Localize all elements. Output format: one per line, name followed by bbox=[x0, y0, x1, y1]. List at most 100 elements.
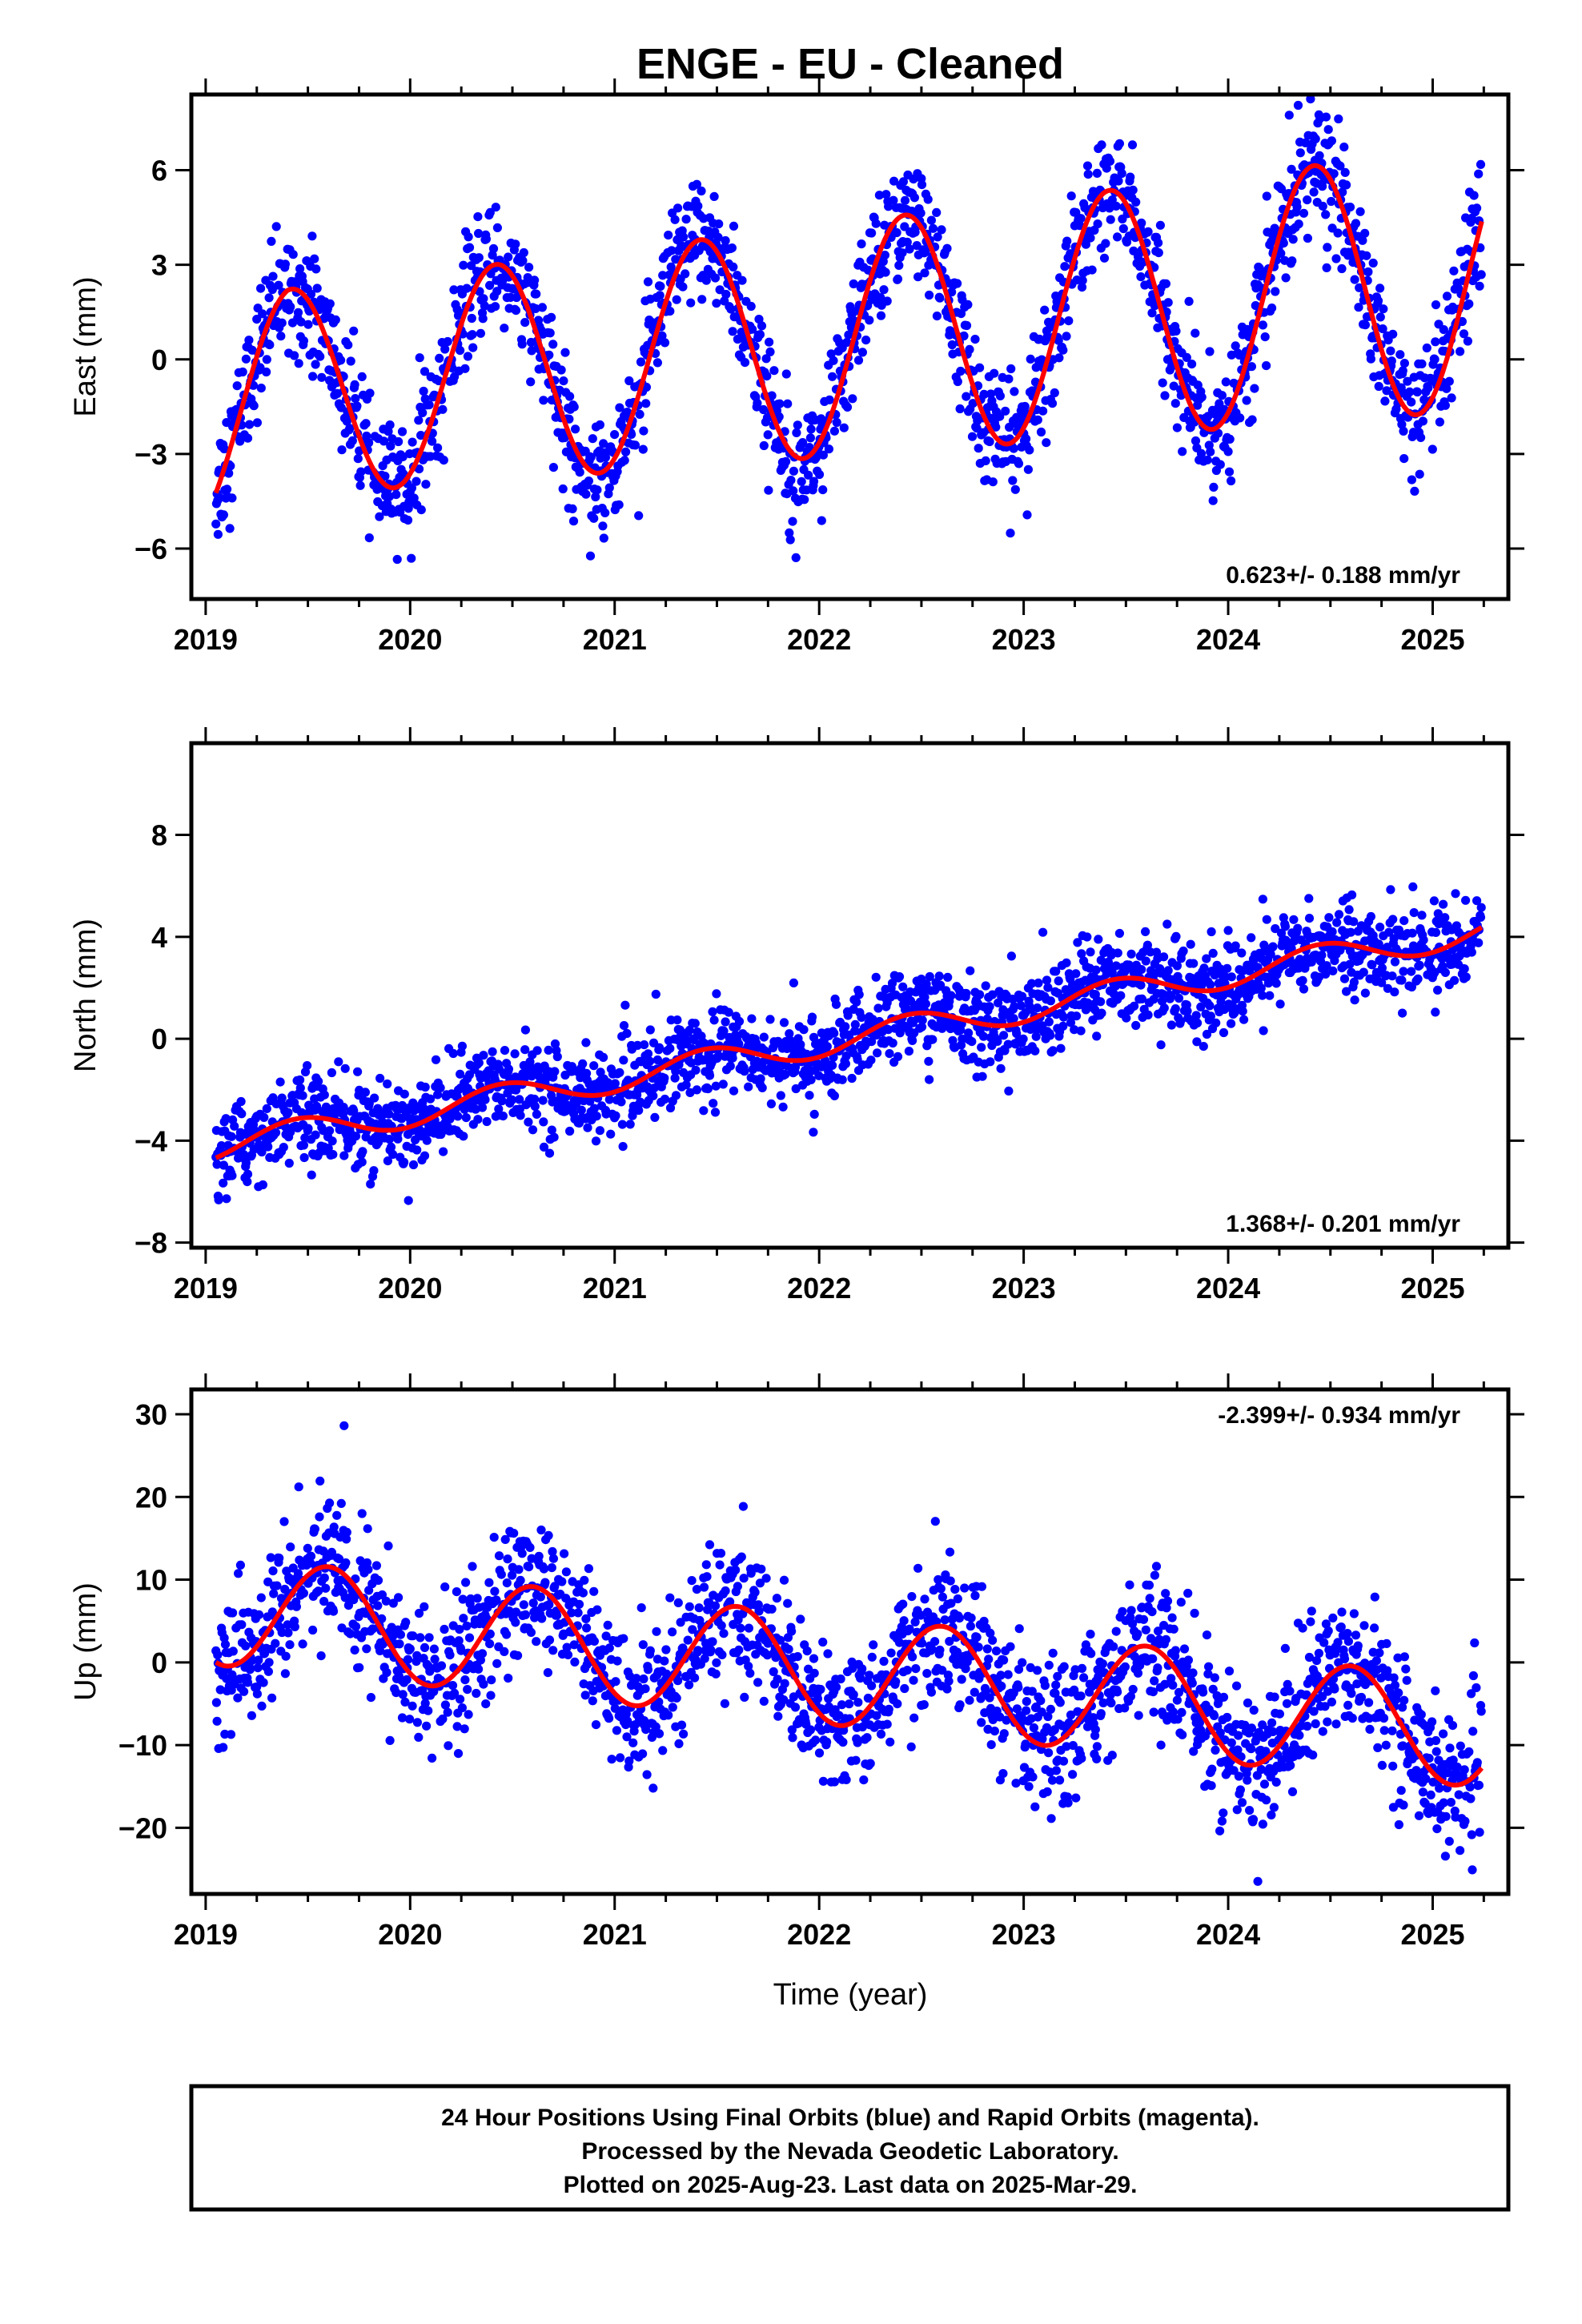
data-point bbox=[548, 1554, 559, 1563]
data-point bbox=[405, 1644, 415, 1654]
data-point bbox=[867, 228, 877, 238]
data-point bbox=[580, 1691, 590, 1700]
data-point bbox=[1172, 423, 1182, 432]
data-point bbox=[1354, 303, 1363, 312]
data-point bbox=[791, 1084, 801, 1094]
data-point bbox=[828, 372, 837, 381]
data-point bbox=[319, 1090, 329, 1100]
data-point bbox=[211, 519, 221, 529]
data-point bbox=[536, 1525, 546, 1535]
data-point bbox=[778, 1102, 788, 1112]
data-point bbox=[908, 1035, 917, 1045]
data-point bbox=[844, 330, 853, 340]
data-point bbox=[1142, 940, 1152, 950]
data-point bbox=[763, 430, 773, 440]
north-y-axis-label: North (mm) bbox=[69, 919, 102, 1072]
data-point bbox=[611, 1677, 620, 1687]
data-point bbox=[298, 1639, 307, 1649]
data-point bbox=[429, 1644, 440, 1654]
data-point bbox=[828, 1060, 837, 1070]
data-point bbox=[1256, 983, 1266, 993]
east-points bbox=[211, 94, 1486, 565]
data-point bbox=[978, 1031, 989, 1041]
data-point bbox=[306, 1551, 316, 1561]
data-point bbox=[595, 1126, 605, 1136]
data-point bbox=[1328, 966, 1338, 975]
data-point bbox=[473, 1115, 483, 1124]
data-point bbox=[1227, 476, 1236, 486]
data-point bbox=[1081, 239, 1090, 249]
data-point bbox=[1099, 253, 1110, 263]
data-point bbox=[966, 966, 975, 975]
data-point bbox=[618, 1142, 628, 1152]
data-point bbox=[527, 1554, 536, 1563]
data-point bbox=[438, 1714, 448, 1724]
data-point bbox=[686, 1058, 697, 1068]
data-point bbox=[275, 1554, 284, 1563]
data-point bbox=[1004, 374, 1014, 384]
data-point bbox=[1050, 388, 1059, 398]
data-point bbox=[243, 1169, 253, 1179]
data-point bbox=[459, 1614, 468, 1623]
data-point bbox=[332, 1510, 342, 1520]
data-point bbox=[759, 404, 769, 415]
data-point bbox=[1208, 496, 1218, 505]
data-point bbox=[1415, 960, 1424, 970]
data-point bbox=[1323, 125, 1333, 135]
data-point bbox=[781, 456, 791, 467]
data-point bbox=[362, 431, 371, 441]
data-point bbox=[291, 1602, 301, 1611]
data-point bbox=[1304, 894, 1314, 903]
data-point bbox=[1143, 227, 1153, 236]
data-point bbox=[703, 1084, 713, 1094]
data-point bbox=[407, 483, 416, 493]
data-point bbox=[1034, 978, 1043, 988]
data-point bbox=[351, 1622, 361, 1631]
data-point bbox=[249, 401, 259, 411]
data-point bbox=[774, 412, 784, 422]
data-point bbox=[1054, 336, 1063, 345]
data-point bbox=[355, 480, 365, 490]
data-point bbox=[592, 1112, 601, 1121]
data-point bbox=[825, 395, 834, 404]
data-point bbox=[1082, 932, 1092, 942]
data-point bbox=[601, 1631, 611, 1641]
data-point bbox=[286, 302, 295, 312]
data-point bbox=[321, 1583, 331, 1593]
data-point bbox=[709, 191, 719, 201]
data-point bbox=[283, 1620, 292, 1630]
data-point bbox=[237, 1109, 247, 1119]
data-point bbox=[1474, 169, 1484, 179]
data-point bbox=[1111, 201, 1121, 211]
data-point bbox=[383, 1541, 393, 1550]
data-point bbox=[709, 1099, 718, 1108]
data-point bbox=[383, 1156, 392, 1166]
data-point bbox=[1131, 197, 1141, 207]
data-point bbox=[804, 470, 813, 480]
data-point bbox=[660, 1073, 669, 1083]
data-point bbox=[311, 264, 321, 274]
data-point bbox=[290, 1622, 299, 1631]
data-point bbox=[921, 979, 931, 989]
data-point bbox=[526, 1627, 536, 1637]
data-point bbox=[913, 272, 923, 282]
data-point bbox=[262, 367, 271, 377]
data-point bbox=[606, 1129, 616, 1139]
data-point bbox=[1412, 387, 1422, 397]
data-point bbox=[268, 1566, 278, 1576]
data-point bbox=[660, 338, 670, 348]
data-point bbox=[573, 1608, 583, 1618]
x-tick-label: 2021 bbox=[583, 623, 647, 656]
data-point bbox=[1387, 971, 1397, 981]
data-point bbox=[334, 1554, 344, 1564]
data-point bbox=[656, 281, 665, 292]
data-point bbox=[1388, 329, 1398, 339]
data-point bbox=[228, 1608, 238, 1618]
data-point bbox=[1262, 191, 1271, 201]
data-point bbox=[1184, 296, 1194, 306]
data-point bbox=[1318, 201, 1327, 211]
data-point bbox=[1333, 228, 1343, 238]
data-point bbox=[1373, 296, 1383, 306]
data-point bbox=[991, 422, 1001, 432]
data-point bbox=[345, 424, 355, 433]
